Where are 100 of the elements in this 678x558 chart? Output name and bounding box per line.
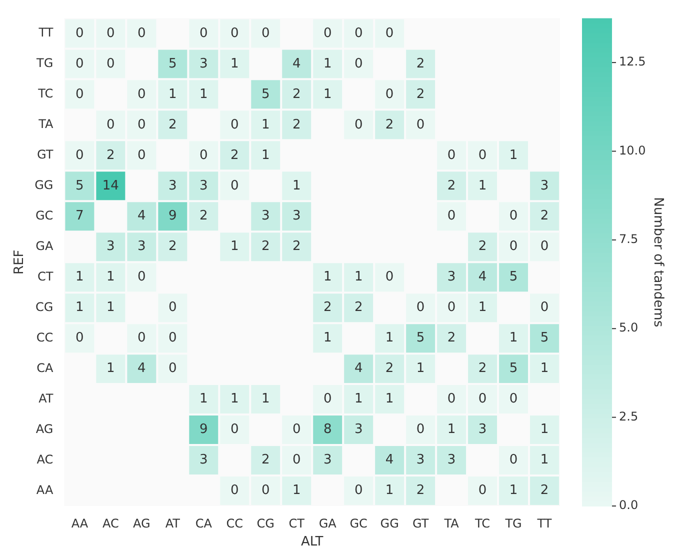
data-label: 0 <box>230 422 239 438</box>
data-label: 2 <box>292 86 301 102</box>
y-tick-label: AT <box>38 391 54 406</box>
data-label: 3 <box>354 422 363 438</box>
x-tick-label: TT <box>536 516 552 530</box>
data-label: 2 <box>478 361 487 376</box>
x-tick-label: AT <box>165 516 181 530</box>
color-bar-label: 2.5 <box>619 409 638 424</box>
data-label: 1 <box>385 330 394 346</box>
data-label: 2 <box>354 300 363 316</box>
data-label: 1 <box>76 270 84 285</box>
data-label: 1 <box>261 392 270 407</box>
data-label: 0 <box>230 117 239 132</box>
data-label: 1 <box>385 483 394 498</box>
data-label: 1 <box>261 117 270 132</box>
data-label: 2 <box>447 178 456 194</box>
data-label: 7 <box>76 208 84 224</box>
data-label: 1 <box>509 483 518 498</box>
y-tick-label: CC <box>36 330 54 344</box>
y-tick-label: GT <box>36 148 54 162</box>
data-label: 2 <box>447 330 456 346</box>
data-label: 1 <box>230 56 239 72</box>
data-label: 2 <box>540 208 549 224</box>
data-label: 1 <box>540 422 549 438</box>
x-tick-label: CG <box>256 516 274 530</box>
data-label: 1 <box>447 422 456 438</box>
y-tick-label: AA <box>36 482 54 497</box>
data-label: 3 <box>447 452 456 468</box>
data-label: 1 <box>230 239 239 254</box>
data-label: 1 <box>76 300 84 316</box>
data-label: 2 <box>385 117 394 132</box>
color-bar-label: 10.0 <box>619 143 646 158</box>
data-label: 1 <box>478 300 487 316</box>
data-label: 0 <box>230 483 239 498</box>
data-label: 3 <box>292 208 301 224</box>
data-label: 0 <box>509 239 518 254</box>
data-label: 0 <box>292 452 301 468</box>
x-tick-label: TC <box>474 516 490 530</box>
data-label: 0 <box>76 56 84 72</box>
data-label: 0 <box>138 330 146 346</box>
y-tick-label: TC <box>37 86 54 101</box>
data-label: 2 <box>416 86 425 102</box>
data-label: 3 <box>200 452 208 468</box>
y-tick-label: GC <box>36 208 54 222</box>
y-tick-label: CG <box>36 300 54 314</box>
data-label: 14 <box>102 178 119 194</box>
data-label: 0 <box>261 483 270 498</box>
x-tick-label: AA <box>71 516 89 530</box>
x-tick-label: CC <box>226 516 244 530</box>
data-label: 1 <box>323 56 332 72</box>
data-label: 1 <box>416 361 425 376</box>
data-label: 1 <box>354 270 363 285</box>
data-label: 1 <box>106 361 115 376</box>
data-label: 3 <box>478 422 487 438</box>
y-tick-label: TG <box>36 56 54 70</box>
data-label: 4 <box>138 208 146 224</box>
x-tick-label: GC <box>350 516 368 530</box>
data-label: 0 <box>447 392 456 407</box>
data-label: 1 <box>509 330 518 346</box>
data-label: 1 <box>323 86 332 102</box>
data-label: 4 <box>478 270 487 285</box>
data-label: 3 <box>416 452 425 468</box>
y-tick-label: CA <box>36 360 54 375</box>
data-label: 0 <box>509 392 518 407</box>
data-label: 2 <box>292 117 301 132</box>
data-label: 0 <box>230 26 239 41</box>
data-label: 0 <box>354 56 363 72</box>
data-label: 5 <box>168 56 177 72</box>
data-label: 0 <box>385 86 394 102</box>
data-label: 0 <box>416 300 425 316</box>
color-bar-label: 12.5 <box>619 54 646 69</box>
data-label: 0 <box>354 26 363 41</box>
x-tick-label: CT <box>288 516 306 530</box>
data-label: 0 <box>509 452 518 468</box>
data-label: 0 <box>106 26 115 41</box>
data-label: 1 <box>230 392 239 407</box>
data-label: 0 <box>540 300 549 316</box>
data-label: 5 <box>76 178 84 194</box>
data-label: 0 <box>385 26 394 41</box>
data-label: 0 <box>540 239 549 254</box>
data-label: 1 <box>385 392 394 407</box>
data-label: 2 <box>230 148 239 163</box>
data-label: 0 <box>200 148 208 163</box>
data-label: 1 <box>323 330 332 346</box>
data-label: 4 <box>138 361 146 376</box>
data-label: 2 <box>261 452 270 468</box>
data-label: 0 <box>168 330 177 346</box>
data-label: 1 <box>509 148 518 163</box>
data-label: 0 <box>416 117 425 132</box>
data-label: 2 <box>416 483 425 498</box>
data-label: 3 <box>200 56 208 72</box>
data-label: 8 <box>323 422 332 438</box>
data-label: 3 <box>261 208 270 224</box>
data-label: 5 <box>509 361 518 376</box>
x-axis-title: ALT <box>300 534 324 550</box>
data-label: 0 <box>76 26 84 41</box>
data-label: 0 <box>292 422 301 438</box>
data-label: 2 <box>261 239 270 254</box>
y-tick-label: GG <box>34 178 54 192</box>
data-label: 1 <box>323 270 332 285</box>
